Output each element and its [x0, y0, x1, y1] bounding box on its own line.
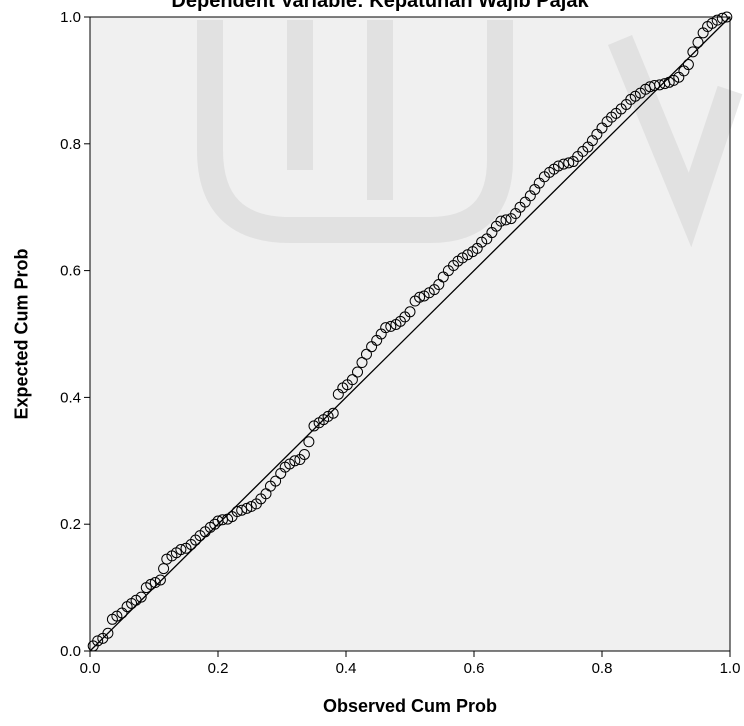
- x-axis-label: Observed Cum Prob: [322, 696, 498, 716]
- data-point: [289, 455, 301, 467]
- y-axis-label: Expected Cum Prob: [11, 248, 32, 420]
- y-tick-label: 0.8: [60, 136, 81, 153]
- data-point: [216, 514, 228, 526]
- data-point: [236, 504, 248, 516]
- data-point: [102, 627, 114, 639]
- data-point: [270, 475, 282, 487]
- data-point: [404, 306, 416, 318]
- data-point: [385, 320, 397, 332]
- y-tick-label: 0.6: [60, 263, 81, 280]
- data-point: [687, 46, 699, 58]
- plot-frame: [89, 16, 731, 652]
- x-tick-label: 1.0: [720, 660, 741, 677]
- data-point: [346, 374, 358, 386]
- data-point: [360, 348, 372, 360]
- data-point: [711, 14, 723, 26]
- data-point: [92, 635, 104, 647]
- data-point: [648, 79, 660, 91]
- x-tick-label: 0.0: [80, 660, 101, 677]
- y-tick-label: 0.2: [60, 516, 81, 533]
- data-point: [135, 591, 147, 603]
- x-tick-label: 0.4: [336, 660, 357, 677]
- data-point: [692, 36, 704, 48]
- chart-title: Dependent Variable: Kepatuhan Wajib Paja…: [171, 0, 589, 12]
- data-point: [682, 59, 694, 71]
- data-point: [149, 577, 161, 589]
- data-point: [356, 357, 368, 369]
- data-point: [380, 322, 392, 334]
- data-point: [352, 366, 364, 378]
- data-point: [158, 563, 170, 575]
- data-point: [552, 160, 564, 172]
- data-points: [87, 11, 733, 652]
- data-point: [231, 506, 243, 518]
- data-point: [563, 157, 575, 169]
- y-tick-label: 0.4: [60, 389, 81, 406]
- x-tick-label: 0.8: [592, 660, 613, 677]
- data-point: [500, 214, 512, 226]
- data-point: [716, 12, 728, 24]
- x-tick-label: 0.6: [464, 660, 485, 677]
- data-point: [154, 574, 166, 586]
- data-point: [175, 544, 187, 556]
- data-point: [303, 436, 315, 448]
- y-tick-label: 1.0: [60, 9, 81, 26]
- data-point: [414, 291, 426, 303]
- data-point: [298, 448, 310, 460]
- data-point: [327, 407, 339, 419]
- y-tick-label: 0.0: [60, 643, 81, 660]
- axis-ticks: 0.0 0.2 0.4 0.6 0.8 1.0 0.0 0.2 0.4 0.6 0.8 1.0: [60, 9, 740, 677]
- x-tick-label: 0.2: [208, 660, 229, 677]
- data-point: [495, 215, 507, 227]
- data-point: [245, 500, 257, 512]
